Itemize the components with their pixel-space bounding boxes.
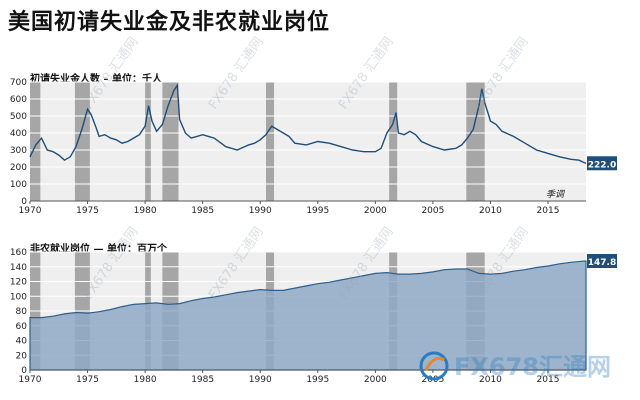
recession-band xyxy=(30,82,41,201)
last-value-box xyxy=(587,253,617,268)
last-value-box xyxy=(587,156,617,171)
claims-line xyxy=(29,83,587,164)
x-tick-label: 1975 xyxy=(76,206,99,216)
x-tick-label: 2015 xyxy=(537,206,560,216)
x-tick-label: 1990 xyxy=(249,375,272,385)
x-tick-label: 2000 xyxy=(364,375,387,385)
x-tick-label: 1995 xyxy=(306,375,329,385)
x-tick-label: 1990 xyxy=(249,206,272,216)
chart1-title: 初请失业金人数 – 单位：千人 xyxy=(30,74,162,85)
x-tick-label: 1995 xyxy=(306,206,329,216)
x-tick-label: 2010 xyxy=(479,375,502,385)
last-value-label: 222.0 xyxy=(588,160,616,170)
fx678-logo-icon xyxy=(419,351,449,381)
y-tick-label: 700 xyxy=(10,78,27,88)
y-tick-label: 100 xyxy=(10,180,27,190)
y-tick-label: 140 xyxy=(10,263,27,273)
y-tick-label: 120 xyxy=(10,278,27,288)
x-tick-label: 1985 xyxy=(191,206,214,216)
x-tick-label: 2000 xyxy=(364,206,387,216)
chart2-title: 非农就业岗位 — 单位：百万个 xyxy=(30,244,167,255)
y-tick-label: 60 xyxy=(16,322,28,332)
y-tick-label: 80 xyxy=(16,307,28,317)
page-title: 美国初请失业金及非农就业岗位 xyxy=(8,10,331,35)
y-tick-label: 400 xyxy=(10,129,27,139)
x-tick-label: 1970 xyxy=(19,206,42,216)
x-tick-label: 2005 xyxy=(421,206,444,216)
y-tick-label: 20 xyxy=(16,351,28,361)
y-tick-label: 100 xyxy=(10,292,27,302)
x-tick-label: 1985 xyxy=(191,375,214,385)
x-tick-label: 2010 xyxy=(479,206,502,216)
x-tick-label: 2015 xyxy=(537,375,560,385)
x-tick-label: 1980 xyxy=(134,206,157,216)
recession-band xyxy=(145,82,151,201)
y-tick-label: 160 xyxy=(10,248,27,258)
y-tick-label: 200 xyxy=(10,163,27,173)
x-tick-label: 1975 xyxy=(76,375,99,385)
y-tick-label: 0 xyxy=(21,197,27,207)
fx678-logo-text: FX678汇通网 xyxy=(454,353,611,381)
last-value-label: 147.8 xyxy=(588,258,616,268)
recession-band xyxy=(466,82,485,201)
fx678-logo: FX678汇通网 xyxy=(418,346,628,386)
x-tick-label: 1970 xyxy=(19,375,42,385)
payrolls-area xyxy=(29,260,587,371)
plot-background xyxy=(30,82,586,201)
y-tick-label: 600 xyxy=(10,95,27,105)
seasonal-adjust-note: 季调 xyxy=(546,189,566,200)
y-tick-label: 40 xyxy=(16,337,28,347)
recession-band xyxy=(389,82,398,201)
y-tick-label: 500 xyxy=(10,112,27,122)
y-tick-label: 0 xyxy=(21,366,27,376)
recession-band xyxy=(265,82,275,201)
x-tick-label: 1980 xyxy=(134,375,157,385)
y-tick-label: 300 xyxy=(10,146,27,156)
recession-band xyxy=(74,82,90,201)
